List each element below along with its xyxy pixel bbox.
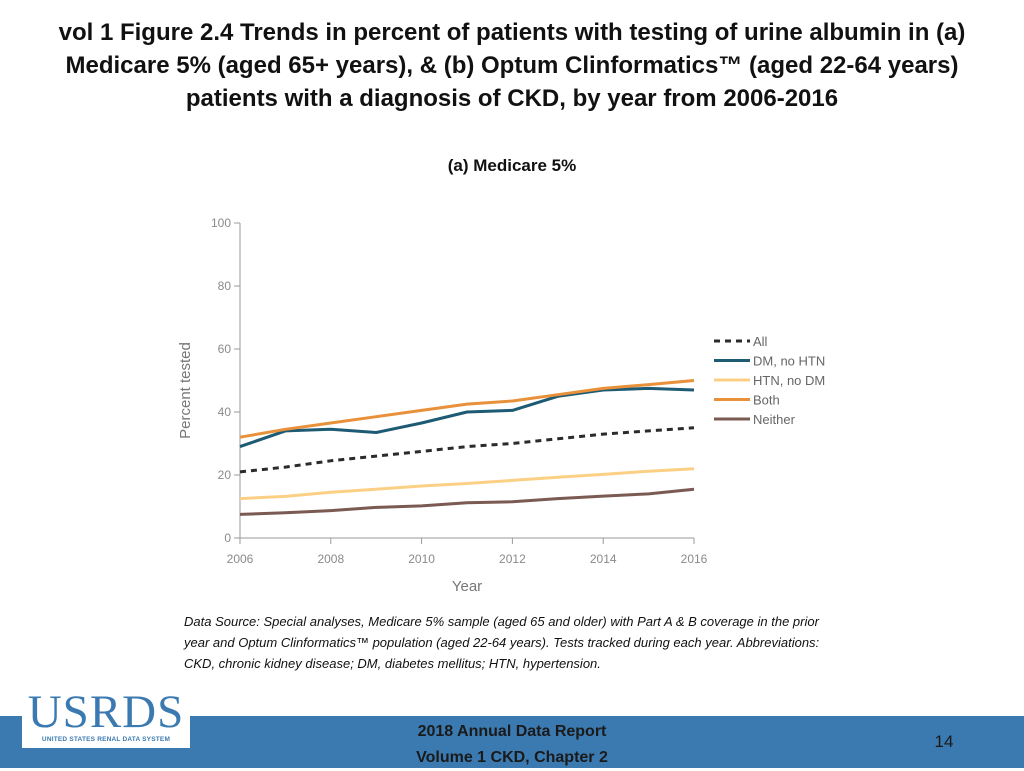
- slide-title: vol 1 Figure 2.4 Trends in percent of pa…: [10, 16, 1014, 115]
- legend-label: DM, no HTN: [753, 354, 825, 369]
- legend-label: HTN, no DM: [753, 373, 825, 388]
- x-tick-label: 2010: [408, 552, 435, 566]
- data-source-note: Data Source: Special analyses, Medicare …: [184, 614, 820, 671]
- slide-title-line: patients with a diagnosis of CKD, by yea…: [185, 85, 839, 112]
- y-tick-label: 0: [224, 531, 231, 545]
- line-chart: 0 20 40 60 80 100 2006 2008 2010 2012 2014 2016 Year…: [177, 216, 825, 595]
- chart-series-group: [239, 379, 695, 516]
- x-tick-label: 2012: [499, 552, 526, 566]
- x-tick-label: 2016: [681, 552, 708, 566]
- series-line-neither: [239, 487, 695, 516]
- y-tick-label: 40: [218, 405, 232, 419]
- x-tick-label: 2014: [590, 552, 617, 566]
- slide-title-line: Medicare 5% (aged 65+ years), & (b) Optu…: [65, 52, 959, 79]
- legend-label: Both: [753, 393, 780, 408]
- x-axis-title: Year: [452, 578, 482, 595]
- chart-axes: 0 20 40 60 80 100 2006 2008 2010 2012 2014 2016 Year…: [177, 216, 708, 595]
- y-tick-label: 100: [211, 216, 231, 230]
- logo-subtitle: UNITED STATES RENAL DATA SYSTEM: [41, 736, 171, 743]
- slide-title-line: vol 1 Figure 2.4 Trends in percent of pa…: [58, 19, 966, 46]
- y-axis-title: Percent tested: [177, 342, 194, 439]
- usrds-logo: USRDS UNITED STATES RENAL DATA SYSTEM: [22, 688, 190, 748]
- series-line-both: [239, 379, 695, 439]
- y-tick-label: 20: [218, 468, 232, 482]
- series-line-htn-no-dm: [239, 467, 695, 501]
- footer-line: 2018 Annual Data Report: [417, 723, 607, 740]
- series-line-dm-no-htn: [239, 386, 695, 449]
- legend-label: All: [753, 334, 768, 349]
- x-tick-label: 2008: [317, 552, 344, 566]
- series-line-all: [239, 426, 695, 474]
- page-number: 14: [934, 732, 954, 751]
- logo-wordmark: USRDS: [27, 686, 185, 738]
- footer-line: Volume 1 CKD, Chapter 2: [416, 749, 608, 766]
- chart-legend: All DM, no HTN HTN, no DM Both Neither: [714, 334, 825, 427]
- footer-report-title: 2018 Annual Data Report Volume 1 CKD, Ch…: [384, 719, 640, 771]
- legend-label: Neither: [753, 412, 796, 427]
- chart-title: (a) Medicare 5%: [447, 156, 577, 175]
- x-tick-label: 2006: [227, 552, 254, 566]
- y-tick-label: 80: [218, 279, 232, 293]
- y-tick-label: 60: [218, 342, 232, 356]
